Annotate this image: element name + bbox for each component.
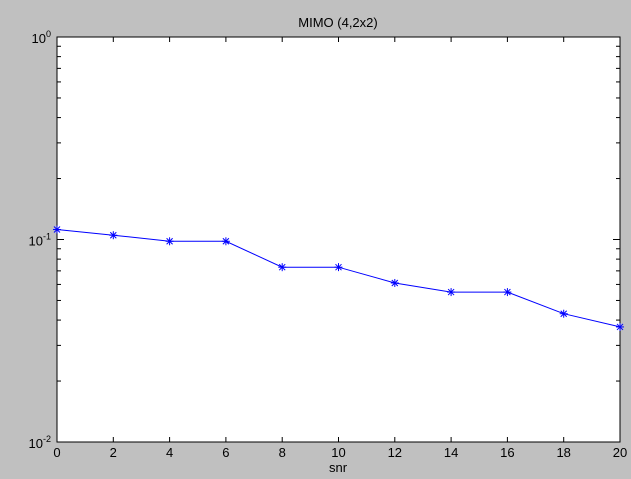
x-axis-ticks: 0 2 4 6 8 10 12 14 16 18 20 [53,37,627,460]
plot-area [56,36,621,443]
x-tick-label: 16 [500,445,514,460]
data-point-marker [278,263,287,272]
data-point-marker [447,288,456,297]
data-point-marker [53,225,61,234]
x-tick-label: 8 [279,445,286,460]
data-point-marker [165,237,174,246]
y-tick-label: 100 [32,29,51,46]
x-tick-label: 12 [388,445,402,460]
data-point-marker [559,309,568,318]
x-tick-label: 4 [166,445,173,460]
chart-title: MIMO (4,2x2) [298,15,377,30]
data-point-marker [109,231,118,240]
data-point-marker [390,278,399,287]
x-tick-label: 20 [613,445,627,460]
y-tick-label: 10-2 [29,434,51,451]
x-tick-label: 6 [222,445,229,460]
x-tick-label: 0 [53,445,60,460]
y-tick-label: 10-1 [29,232,51,249]
data-point-marker [616,322,624,331]
x-tick-label: 14 [444,445,458,460]
data-point-marker [503,288,512,297]
series-layer [53,225,624,331]
data-point-marker [334,263,343,272]
x-axis-label: snr [329,460,348,475]
y-axis-ticks: 100 10-1 10-2 [29,29,620,451]
x-tick-label: 10 [331,445,345,460]
data-point-marker [221,237,230,246]
x-tick-label: 2 [110,445,117,460]
x-tick-label: 18 [556,445,570,460]
